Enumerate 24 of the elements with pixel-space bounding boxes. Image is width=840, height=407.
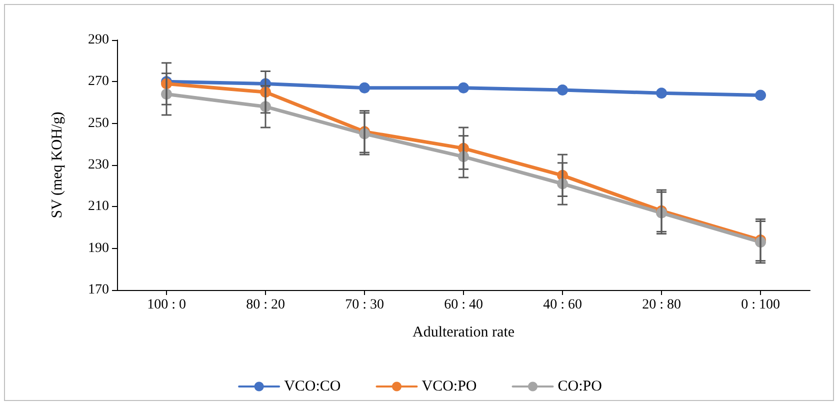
x-tick-label: 20 : 80 [642,298,681,312]
point [656,88,667,99]
x-tick-label: 80 : 20 [246,298,285,312]
legend-label: VCO:CO [284,378,341,394]
legend-label: VCO:PO [422,378,477,394]
x-tick-label: 40 : 60 [543,298,582,312]
y-axis-title: SV (meq KOH/g) [50,112,66,218]
x-axis-title: Adulteration rate [412,324,515,340]
point [359,82,370,94]
y-tick-label: 210 [88,199,109,214]
x-tick-label: 60 : 40 [444,298,483,312]
y-tick-label: 170 [88,282,109,298]
legend-label: CO:PO [558,378,602,394]
y-tick-label: 190 [88,240,109,256]
y-tick-label: 230 [88,158,109,172]
y-tick-label: 270 [88,74,109,90]
x-tick-label: 70 : 30 [345,298,384,312]
y-tick-label: 290 [88,32,109,48]
point [557,84,568,96]
x-tick-label: 0 : 100 [741,298,780,312]
point [755,90,766,101]
y-tick-label: 250 [88,116,109,131]
x-tick-label: 100 : 0 [147,298,186,312]
point [458,82,469,94]
